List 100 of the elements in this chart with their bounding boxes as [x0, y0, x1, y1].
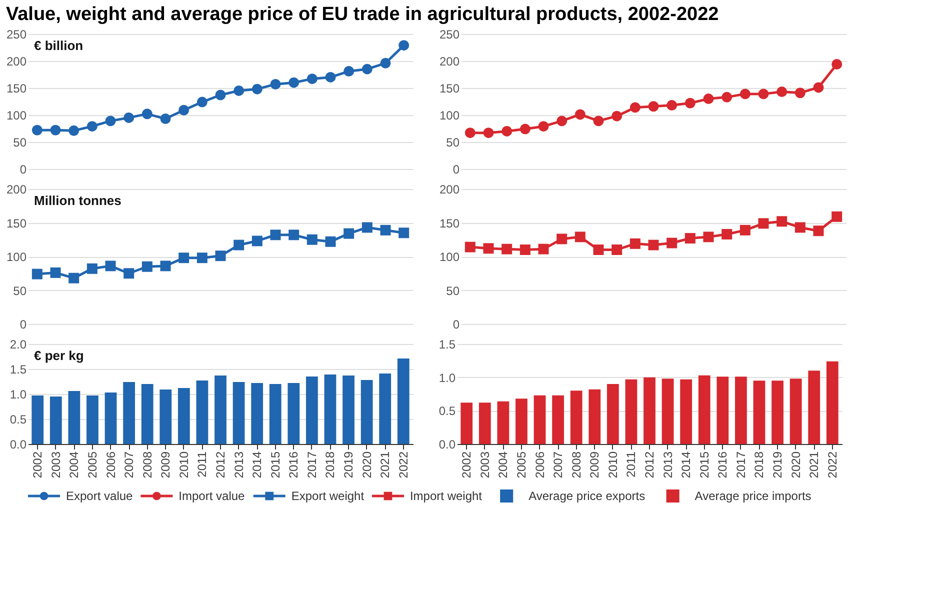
point [86, 121, 98, 132]
point [234, 240, 244, 250]
point [776, 216, 788, 227]
point [160, 260, 171, 272]
x-tick-label: 2006 [532, 451, 547, 478]
x-tick-label: 2022 [825, 451, 840, 478]
point [68, 272, 80, 284]
x-tick-label: 2017 [734, 451, 748, 478]
bar [50, 396, 62, 444]
point [362, 64, 372, 74]
point [398, 228, 410, 238]
point [832, 59, 842, 70]
point [794, 222, 806, 233]
y-tick-label: 100 [439, 108, 460, 122]
x-tick-label: 2007 [122, 451, 136, 478]
bar [716, 376, 729, 444]
x-tick-label: 2019 [770, 451, 785, 478]
x-tick-label: 2006 [104, 451, 118, 478]
y-tick-label: 100 [6, 250, 27, 264]
y-tick-label: 0 [20, 162, 27, 176]
y-tick-label: 1.0 [438, 370, 456, 385]
y-tick-label: 50 [13, 284, 27, 298]
bar [324, 374, 336, 444]
point [612, 244, 622, 255]
y-tick-label: 1.0 [10, 388, 27, 402]
bar [753, 380, 766, 444]
x-tick-label: 2007 [551, 451, 566, 478]
point [124, 268, 134, 279]
point [215, 90, 226, 100]
bar [497, 401, 510, 444]
bar [269, 384, 282, 444]
y-tick-label: 0 [20, 318, 27, 332]
y-tick-label: 250 [439, 28, 460, 42]
y-tick-label: 50 [446, 136, 460, 150]
x-tick-label: 2014 [250, 451, 264, 478]
bar [196, 380, 208, 444]
point [722, 92, 732, 102]
bar [160, 390, 172, 444]
y-tick-label: 200 [6, 54, 27, 68]
point [464, 128, 476, 138]
point [86, 263, 98, 274]
point [160, 114, 171, 124]
point [483, 128, 494, 138]
bar [251, 383, 264, 444]
x-tick-label: 2013 [232, 451, 246, 478]
legend-label: Average price exports [528, 489, 646, 503]
point [270, 230, 281, 240]
point [758, 88, 769, 100]
bar [826, 361, 838, 444]
point [344, 228, 354, 239]
x-tick-label: 2012 [642, 451, 656, 478]
bar [460, 402, 473, 444]
point [196, 252, 208, 264]
x-tick-label: 2019 [342, 451, 356, 478]
point [325, 72, 336, 82]
y-axis-title: € per kg [34, 348, 84, 363]
point [380, 224, 391, 236]
y-tick-label: 200 [439, 54, 460, 68]
point [398, 40, 410, 51]
bar [32, 396, 44, 444]
y-tick-label: 1.5 [438, 338, 456, 352]
y-tick-label: 150 [6, 82, 27, 96]
y-tick-label: 200 [6, 182, 27, 196]
point [215, 250, 226, 262]
x-tick-label: 2020 [788, 451, 803, 478]
bar [86, 396, 98, 444]
point [832, 211, 842, 222]
x-tick-label: 2015 [268, 451, 282, 478]
point [105, 116, 116, 126]
x-tick-label: 2021 [807, 451, 822, 478]
legend-label: Export value [66, 489, 134, 503]
point [68, 125, 80, 136]
bar [680, 379, 692, 444]
bar [232, 382, 245, 444]
point [252, 84, 262, 94]
point [813, 82, 824, 93]
point [520, 244, 530, 255]
bar [552, 395, 564, 444]
point [464, 242, 476, 252]
point [666, 100, 678, 111]
legend-label: Export weight [291, 489, 365, 503]
chart-title: Value, weight and average price of EU trade in agricultural products, 2002-2022 [6, 4, 719, 25]
point [648, 101, 659, 112]
y-tick-label: 0 [452, 318, 460, 332]
bar [478, 402, 491, 444]
bar [141, 384, 154, 444]
x-tick-label: 2015 [697, 451, 712, 478]
bar [644, 377, 656, 444]
x-tick-label: 2016 [286, 451, 301, 478]
y-tick-label: 0.5 [438, 404, 456, 418]
point [556, 116, 568, 126]
point [684, 233, 696, 244]
point [538, 121, 549, 132]
x-tick-label: 2012 [214, 451, 228, 478]
x-tick-label: 2018 [323, 451, 338, 478]
point [593, 116, 604, 126]
point [502, 126, 512, 136]
bar [288, 383, 300, 444]
y-tick-label: 2.0 [10, 338, 27, 352]
point [648, 240, 659, 250]
